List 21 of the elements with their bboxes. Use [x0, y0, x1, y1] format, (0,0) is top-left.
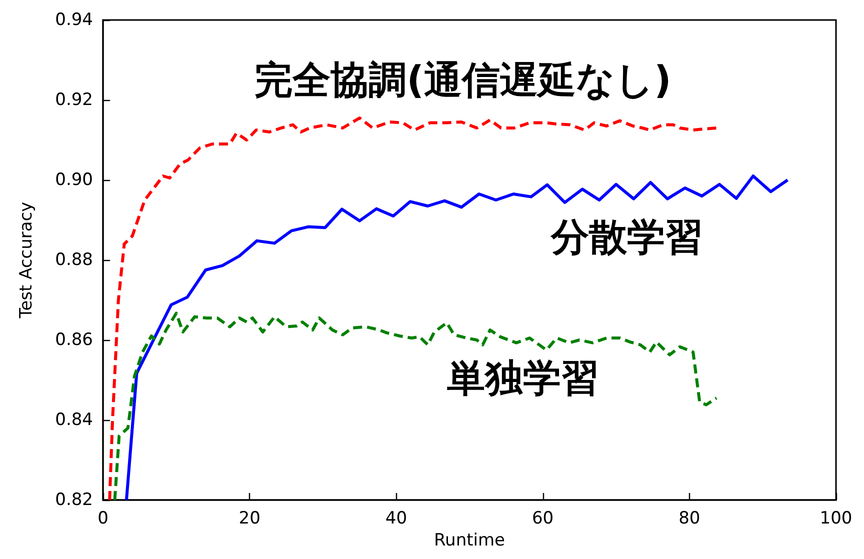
x-tick-label: 100 [820, 508, 852, 528]
x-tick-label: 20 [238, 508, 260, 528]
line-series [108, 116, 718, 502]
y-tick-label: 0.94 [55, 10, 93, 30]
x-tick-label: 60 [532, 508, 554, 528]
y-tick-label: 0.92 [55, 90, 93, 110]
x-tick-label: 0 [98, 508, 108, 528]
x-tick-label: 40 [385, 508, 408, 528]
series-label: 完全協調(通信遅延なし) [254, 58, 672, 102]
y-tick-label: 0.86 [55, 330, 93, 350]
y-tick-label: 0.82 [55, 490, 93, 510]
series-label: 単独学習 [447, 356, 599, 400]
line-series [124, 174, 790, 502]
x-tick-label: 80 [678, 508, 700, 528]
line-series [113, 312, 718, 502]
y-axis-title: Test Accuracy [16, 202, 36, 320]
y-tick-label: 0.84 [55, 410, 93, 430]
x-axis-title: Runtime [434, 530, 506, 550]
series-label: 分散学習 [550, 215, 703, 259]
y-tick-label: 0.90 [55, 170, 93, 190]
y-tick-label: 0.88 [55, 250, 93, 270]
